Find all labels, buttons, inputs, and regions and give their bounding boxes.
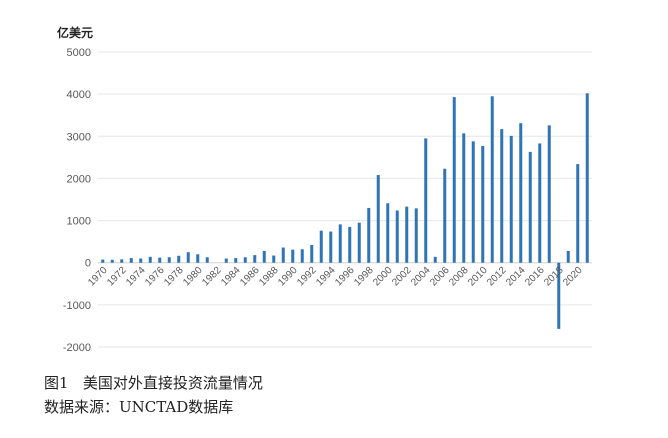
- bar-1992: [310, 245, 314, 263]
- x-tick-label: 1998: [352, 265, 376, 289]
- bar-1981: [205, 257, 209, 263]
- y-tick-label: 1000: [67, 216, 91, 228]
- bar-1984: [234, 258, 238, 263]
- x-tick-label: 2008: [447, 265, 471, 289]
- bar-1987: [262, 250, 266, 263]
- bar-1972: [120, 259, 124, 263]
- bar-1976: [158, 257, 162, 263]
- bar-2012: [500, 129, 504, 263]
- bar-2018: [557, 262, 561, 329]
- bar-2001: [395, 210, 399, 263]
- x-tick-label: 2014: [504, 265, 528, 289]
- bar-2010: [481, 145, 485, 263]
- bar-1990: [291, 249, 295, 263]
- x-tick-label: 2004: [409, 265, 433, 289]
- gridlines: [98, 51, 592, 348]
- fdi-outflow-bar-chart: 亿美元 -2000 -1000 0 1000 2000 3000 4000 5000 1970…: [57, 25, 592, 354]
- x-tick-label: 1992: [295, 265, 319, 289]
- bar-2004: [424, 138, 428, 263]
- bar-1979: [186, 252, 190, 263]
- x-tick-label: 2002: [390, 265, 414, 289]
- bar-1975: [148, 256, 152, 263]
- y-tick-label: 3000: [67, 131, 91, 143]
- x-tick-label: 1974: [124, 265, 148, 289]
- x-tick-label: 1976: [143, 265, 167, 289]
- bar-1989: [281, 247, 285, 263]
- x-tick-label: 2012: [485, 265, 509, 289]
- bar-2013: [509, 135, 513, 263]
- bar-1996: [348, 226, 352, 263]
- bar-1973: [129, 258, 133, 263]
- bar-1974: [139, 258, 143, 263]
- bar-1998: [367, 207, 371, 263]
- y-tick-label: -2000: [63, 342, 91, 354]
- bar-1988: [272, 255, 276, 263]
- x-tick-label: 1982: [200, 265, 224, 289]
- bar-2002: [405, 206, 409, 263]
- x-tick-label: 1980: [181, 265, 205, 289]
- bar-1993: [319, 230, 323, 263]
- bar-2008: [462, 133, 466, 263]
- bar-1977: [167, 257, 171, 263]
- bar-2017: [547, 125, 551, 263]
- bar-2016: [538, 143, 542, 263]
- bar-2011: [490, 96, 494, 263]
- figure-caption: 图1 美国对外直接投资流量情况: [44, 374, 263, 392]
- bar-2014: [519, 123, 523, 263]
- x-tick-label: 1986: [238, 265, 262, 289]
- bar-1999: [376, 175, 380, 263]
- bar-2020: [576, 164, 580, 263]
- x-tick-label: 1990: [276, 265, 300, 289]
- x-tick-label: 1978: [162, 265, 186, 289]
- bar-1995: [338, 224, 342, 263]
- y-tick-label: 4000: [67, 89, 91, 101]
- x-tick-label: 2006: [428, 265, 452, 289]
- bar-2009: [471, 141, 475, 263]
- bar-1994: [329, 231, 333, 263]
- x-tick-label: 1984: [219, 265, 243, 289]
- bar-2003: [414, 208, 418, 263]
- bar-2015: [528, 151, 532, 263]
- x-tick-label: 1988: [257, 265, 281, 289]
- bar-1978: [177, 255, 181, 263]
- x-tick-label: 1996: [333, 265, 357, 289]
- bar-1991: [300, 249, 304, 263]
- y-tick-label: 0: [85, 258, 91, 270]
- x-tick-label: 1972: [105, 265, 129, 289]
- x-tick-label: 2018: [542, 265, 566, 289]
- bar-2005: [433, 256, 437, 263]
- x-tick-label: 2010: [466, 265, 490, 289]
- bar-1985: [243, 257, 247, 263]
- y-axis-unit-label: 亿美元: [57, 25, 93, 40]
- bar-1971: [110, 259, 114, 263]
- bar-1986: [253, 255, 257, 263]
- x-axis-tick-labels: 1970197219741976197819801982198419861988…: [86, 265, 585, 289]
- data-bars: [101, 93, 589, 329]
- bar-1997: [357, 222, 361, 263]
- bar-2019: [566, 250, 570, 263]
- bar-2021: [585, 93, 589, 263]
- bar-1983: [224, 258, 228, 263]
- x-tick-label: 2016: [523, 265, 547, 289]
- bar-1970: [101, 259, 105, 263]
- y-tick-label: 5000: [67, 47, 91, 59]
- bar-2006: [443, 168, 447, 263]
- bar-2000: [386, 203, 390, 263]
- x-tick-label: 2020: [561, 265, 585, 289]
- bar-2007: [452, 97, 456, 263]
- x-tick-label: 1994: [314, 265, 338, 289]
- y-tick-label: -1000: [63, 300, 91, 312]
- x-tick-label: 2000: [371, 265, 395, 289]
- y-axis-tick-labels: -2000 -1000 0 1000 2000 3000 4000 5000: [63, 47, 91, 354]
- bar-1980: [196, 254, 200, 263]
- y-tick-label: 2000: [67, 173, 91, 185]
- data-source-note: 数据来源：UNCTAD数据库: [44, 398, 234, 416]
